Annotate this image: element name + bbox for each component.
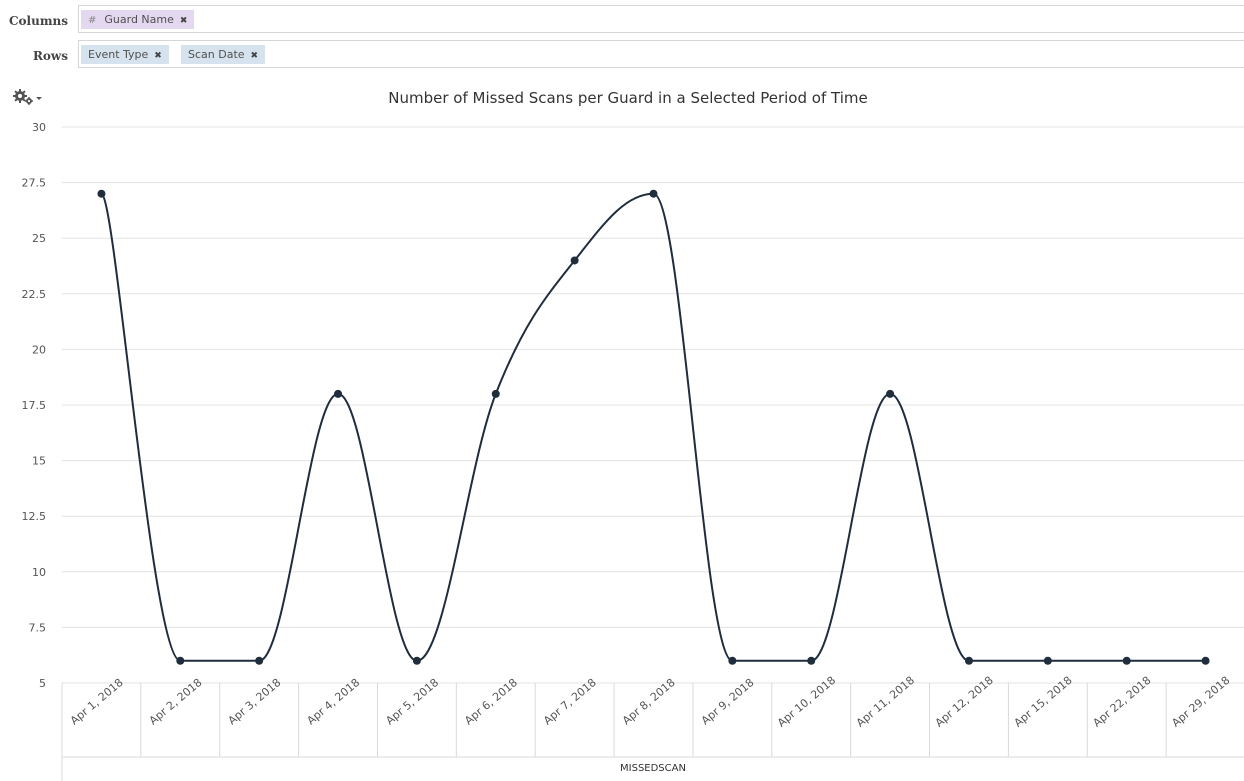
data-point[interactable] [728, 656, 737, 665]
close-icon[interactable]: ✖ [250, 51, 259, 61]
data-point[interactable] [807, 656, 816, 665]
y-tick-label: 27.5 [22, 177, 47, 190]
close-icon[interactable]: ✖ [154, 51, 162, 61]
data-point[interactable] [176, 656, 185, 665]
measure-hash-icon: # [88, 15, 97, 26]
x-tick-label: Apr 3, 2018 [226, 676, 284, 727]
y-tick-label: 17.5 [22, 399, 47, 412]
y-tick-label: 15 [32, 455, 46, 468]
data-point[interactable] [886, 389, 895, 398]
data-point[interactable] [97, 189, 106, 198]
x-tick-label: Apr 5, 2018 [383, 676, 441, 727]
data-points [97, 189, 1210, 665]
x-tick-label: Apr 15, 2018 [1012, 674, 1075, 730]
y-tick-label: 20 [32, 343, 46, 356]
scan-date-pill-label: Scan Date [188, 48, 245, 61]
y-tick-label: 7.5 [29, 621, 47, 634]
guard-name-pill-label: Guard Name [104, 13, 174, 26]
event-type-pill-label: Event Type [88, 48, 149, 61]
y-tick-label: 25 [32, 232, 46, 245]
data-point[interactable] [412, 656, 421, 665]
y-tick-label: 30 [32, 121, 46, 134]
columns-drop-zone[interactable]: # Guard Name ✖ [78, 5, 1244, 33]
close-icon[interactable]: ✖ [179, 16, 188, 26]
columns-shelf: Columns # Guard Name ✖ [0, 5, 1244, 35]
event-type-pill[interactable]: Event Type ✖ [81, 45, 169, 64]
x-tick-label: Apr 11, 2018 [854, 674, 917, 730]
rows-shelf-label: Rows [32, 49, 68, 63]
y-tick-label: 5 [39, 677, 46, 690]
x-tick-label: Apr 10, 2018 [775, 674, 838, 730]
series-line [100, 192, 1206, 662]
data-point[interactable] [649, 189, 658, 198]
x-tick-label: Apr 1, 2018 [68, 676, 126, 727]
grid-lines [62, 126, 1244, 684]
data-point[interactable] [570, 256, 579, 265]
caret-down-icon [36, 97, 42, 100]
x-tick-label: Apr 6, 2018 [462, 676, 520, 727]
x-tick-label: Apr 29, 2018 [1169, 674, 1232, 730]
x-tick-label: Apr 8, 2018 [620, 676, 678, 727]
y-tick-label: 10 [32, 566, 46, 579]
rows-shelf: Rows Event Type ✖ Scan Date ✖ [0, 40, 1244, 70]
data-point[interactable] [1122, 656, 1131, 665]
data-point[interactable] [491, 389, 500, 398]
x-tick-label: Apr 12, 2018 [933, 674, 996, 730]
guard-name-pill[interactable]: # Guard Name ✖ [81, 10, 195, 29]
x-tick-label: Apr 22, 2018 [1090, 674, 1153, 730]
chart-title: Number of Missed Scans per Guard in a Se… [388, 89, 867, 107]
data-point[interactable] [1043, 656, 1052, 665]
x-tick-label: Apr 4, 2018 [304, 676, 362, 727]
scan-date-pill[interactable]: Scan Date ✖ [181, 45, 266, 64]
rows-drop-zone[interactable]: Event Type ✖ Scan Date ✖ [78, 40, 1244, 68]
x-tick-label: Apr 9, 2018 [699, 676, 757, 727]
data-point[interactable] [964, 656, 973, 665]
x-tick-label: Apr 2, 2018 [147, 676, 205, 727]
data-point[interactable] [334, 389, 343, 398]
x-tick-label: Apr 7, 2018 [541, 676, 599, 727]
data-point[interactable] [255, 656, 264, 665]
y-tick-label: 12.5 [22, 510, 47, 523]
y-axis-ticks: 5 7.5 10 12.5 15 17.5 20 22.5 25 27.5 30 [22, 121, 47, 690]
data-point[interactable] [1201, 656, 1210, 665]
x-group-label: MISSEDSCAN [620, 763, 686, 774]
gear-icon[interactable] [12, 88, 42, 108]
y-tick-label: 22.5 [22, 288, 47, 301]
columns-shelf-label: Columns [8, 14, 68, 28]
